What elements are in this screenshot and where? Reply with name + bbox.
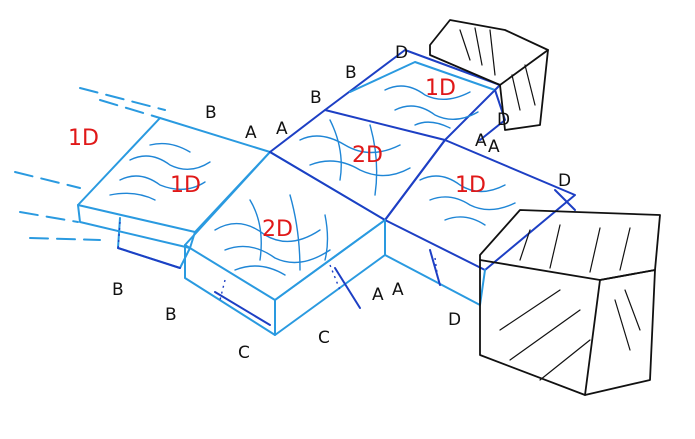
tile-center: [184, 151, 386, 336]
extension-lines: [14, 87, 166, 241]
box-top-right: [429, 19, 549, 131]
edge-label-a-bottom-1: A: [372, 285, 384, 305]
tile-label-top-right: 1D: [425, 76, 456, 101]
edge-label-a-top-2: A: [276, 119, 288, 139]
tile-label-right: 1D: [455, 173, 486, 198]
tile-label-left-outer: 1D: [68, 126, 99, 151]
edge-label-b-top: B: [205, 103, 217, 123]
tile-labels: 1D 1D 2D 2D 1D 1D: [68, 76, 486, 242]
edge-label-a-top-1: A: [245, 123, 257, 143]
edge-label-d-right: D: [558, 171, 571, 191]
edge-label-a-right-1: A: [475, 131, 487, 151]
edge-label-b-upper-1: B: [310, 88, 322, 108]
tile-right: [384, 139, 576, 306]
tile-label-left: 1D: [170, 173, 201, 198]
edge-label-a-bottom-2: A: [392, 280, 404, 300]
tile-label-top-center: 2D: [352, 143, 383, 168]
box-bottom-right: [479, 209, 661, 396]
edge-label-d-top: D: [395, 43, 408, 63]
edge-label-c-bottom-1: C: [238, 343, 250, 363]
edge-label-b-bottom-1: B: [112, 280, 124, 300]
tile-top-right: [324, 49, 506, 141]
edge-label-b-bottom-2: B: [165, 305, 177, 325]
edge-label-d-bottom: D: [448, 310, 461, 330]
edge-label-a-right-2: A: [488, 137, 500, 157]
tile-left: [77, 117, 271, 269]
edge-label-d-top-right-1: D: [497, 110, 510, 130]
edge-label-c-bottom-2: C: [318, 328, 330, 348]
edge-labels: B A A B B D D A A D B B C C A A D: [112, 43, 571, 363]
tile-label-center: 2D: [262, 217, 293, 242]
edge-label-b-upper-2: B: [345, 63, 357, 83]
